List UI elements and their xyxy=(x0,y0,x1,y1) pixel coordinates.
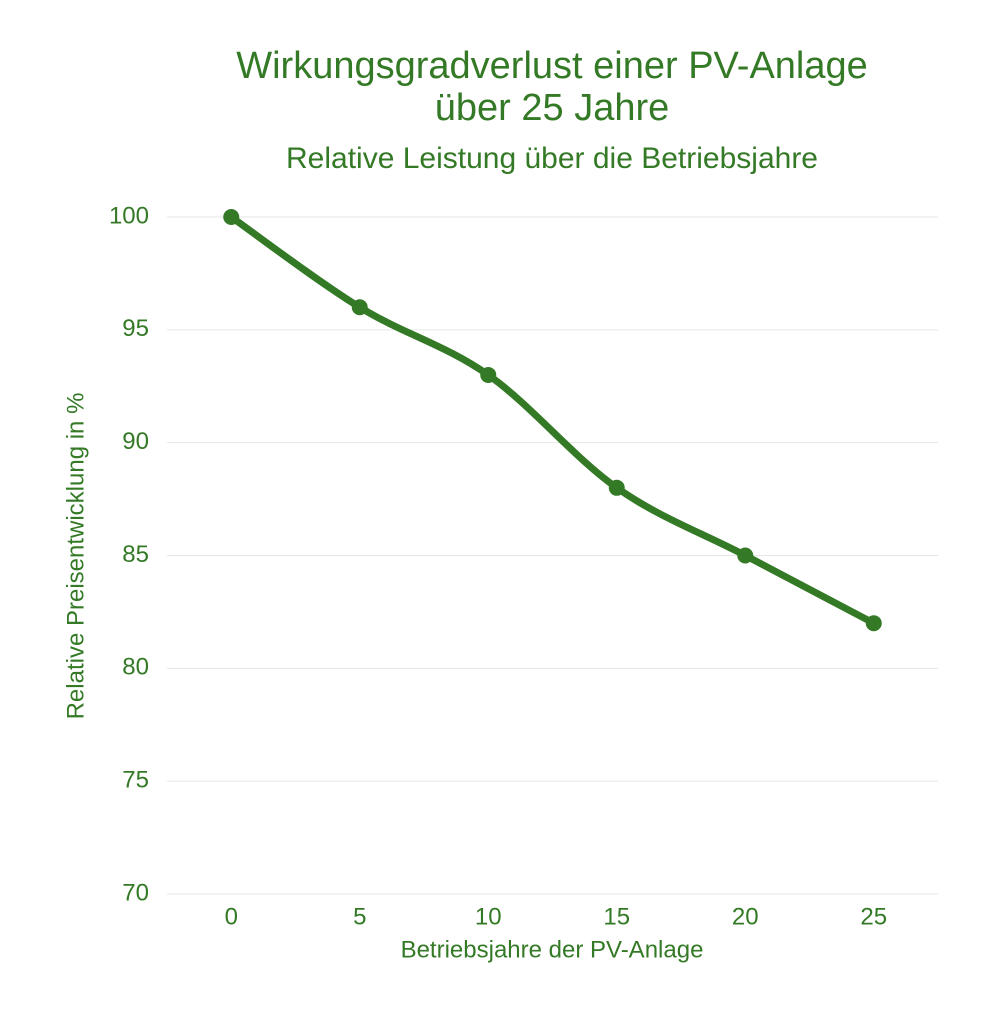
point xyxy=(480,366,497,383)
chart-title: Wirkungsgradverlust einer PV-Anlage xyxy=(236,45,868,87)
line xyxy=(227,213,878,627)
point xyxy=(737,547,754,564)
point xyxy=(608,479,625,496)
x-axis-label: Betriebsjahre der PV-Anlage xyxy=(401,936,704,963)
y-tick-label: 90 xyxy=(122,428,149,455)
x-tick-label: 25 xyxy=(860,903,887,930)
point xyxy=(223,209,240,225)
y-tick-label: 95 xyxy=(122,315,149,342)
point xyxy=(351,299,368,316)
x-tick-label: 5 xyxy=(353,903,366,930)
x-tick-label: 20 xyxy=(732,903,759,930)
x-tick-label: 0 xyxy=(225,903,238,930)
y-tick-label: 70 xyxy=(122,879,149,906)
chart-title: über 25 Jahre xyxy=(435,87,670,129)
x-tick-label: 10 xyxy=(475,903,502,930)
y-axis-label: Relative Preisentwicklung in % xyxy=(62,393,89,720)
point xyxy=(865,615,882,632)
x-tick-label: 15 xyxy=(603,903,630,930)
chart-subtitle: Relative Leistung über die Betriebsjahre xyxy=(286,142,818,175)
y-tick-label: 100 xyxy=(109,202,149,229)
y-tick-label: 75 xyxy=(122,767,149,794)
y-tick-label: 85 xyxy=(122,541,149,568)
y-tick-label: 80 xyxy=(122,654,149,681)
